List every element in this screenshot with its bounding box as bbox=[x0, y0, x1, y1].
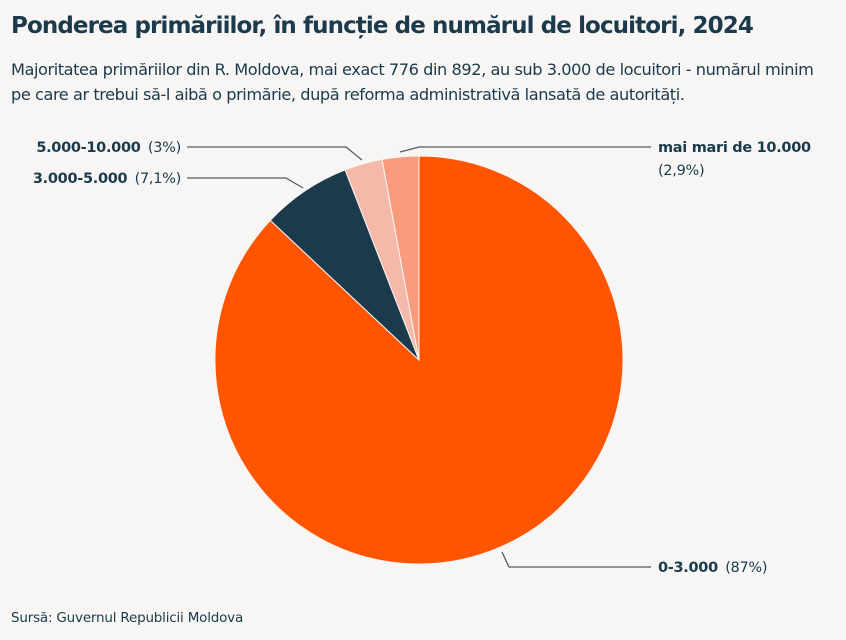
label-3000-5000-value: (7,1%) bbox=[135, 171, 181, 187]
label-5000-10000: 5.000-10.000 (3%) bbox=[36, 140, 181, 156]
label-3000-5000-category: 3.000-5.000 bbox=[33, 171, 128, 187]
label-0-3000-category: 0-3.000 bbox=[658, 560, 718, 576]
chart-title: Ponderea primăriilor, în funcție de numă… bbox=[11, 13, 754, 39]
leader-line-over-10000 bbox=[399, 146, 651, 153]
label-over-10000-value: (2,9%) bbox=[658, 163, 704, 179]
label-3000-5000: 3.000-5.000 (7,1%) bbox=[33, 171, 181, 187]
label-0-3000-value: (87%) bbox=[725, 560, 767, 576]
leader-line-0-3000 bbox=[501, 551, 651, 568]
label-over-10000-category: mai mari de 10.000 bbox=[658, 140, 811, 156]
source-note: Sursă: Guvernul Republicii Moldova bbox=[11, 610, 244, 626]
leader-lines bbox=[187, 146, 651, 568]
label-5000-10000-value: (3%) bbox=[148, 140, 181, 156]
leader-line-5000-10000 bbox=[187, 146, 363, 161]
label-0-3000: 0-3.000 (87%) bbox=[658, 560, 767, 576]
chart-subtitle: Majoritatea primăriilor din R. Moldova, … bbox=[11, 60, 814, 104]
pie-slice-mai-mari-de-10-000 bbox=[381, 155, 420, 361]
label-5000-10000-category: 5.000-10.000 bbox=[36, 140, 140, 156]
pie-slices bbox=[214, 155, 624, 565]
leader-line-3000-5000 bbox=[187, 177, 304, 189]
